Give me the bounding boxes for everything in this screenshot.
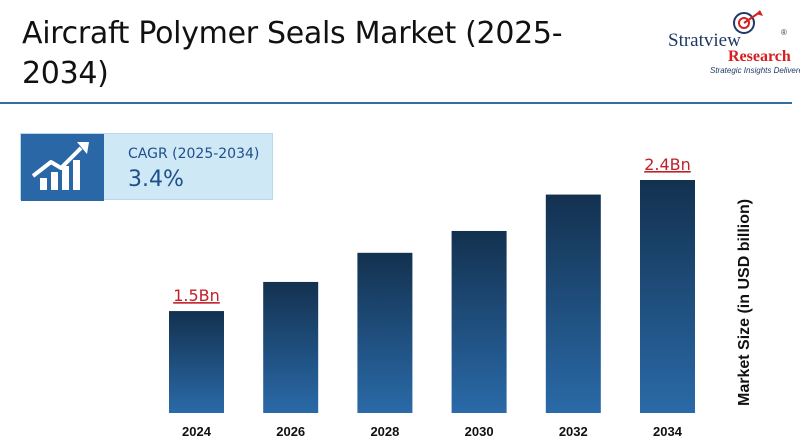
- cagr-value: 3.4%: [128, 167, 184, 192]
- x-tick-label: 2034: [653, 424, 683, 439]
- growth-chart-icon: [31, 142, 89, 190]
- cagr-label: CAGR (2025-2034): [128, 146, 260, 162]
- y-axis-label: Market Size (in USD billion): [736, 198, 753, 406]
- page-title: Aircraft Polymer Seals Market (2025-2034…: [22, 16, 563, 91]
- logo-name: Stratview: [668, 30, 741, 51]
- bar-2026: [263, 281, 319, 413]
- cagr-card: CAGR (2025-2034) 3.4%: [20, 133, 273, 201]
- x-tick-label: 2024: [182, 424, 212, 439]
- stratview-logo: Stratview ® Research Strategic Insights …: [668, 8, 800, 78]
- title-divider: [0, 102, 792, 104]
- x-tick-label: 2030: [465, 424, 494, 439]
- x-tick-label: 2032: [559, 424, 588, 439]
- bar-2030: [451, 230, 507, 413]
- logo-registered-mark: ®: [781, 28, 787, 37]
- logo-tagline: Strategic Insights Delivered: [710, 66, 800, 75]
- data-label-2024: 1.5Bn: [173, 286, 220, 305]
- bar-2032: [545, 194, 601, 413]
- bar-2024: [169, 311, 224, 413]
- cagr-icon-tile: [21, 134, 104, 201]
- data-label-2034: 2.4Bn: [644, 155, 691, 174]
- x-tick-label: 2028: [370, 424, 399, 439]
- bar-2034: [640, 180, 695, 413]
- x-tick-label: 2026: [276, 424, 305, 439]
- bar-2028: [357, 252, 413, 413]
- target-arrow-icon: [733, 10, 763, 34]
- logo-research: Research: [728, 48, 791, 65]
